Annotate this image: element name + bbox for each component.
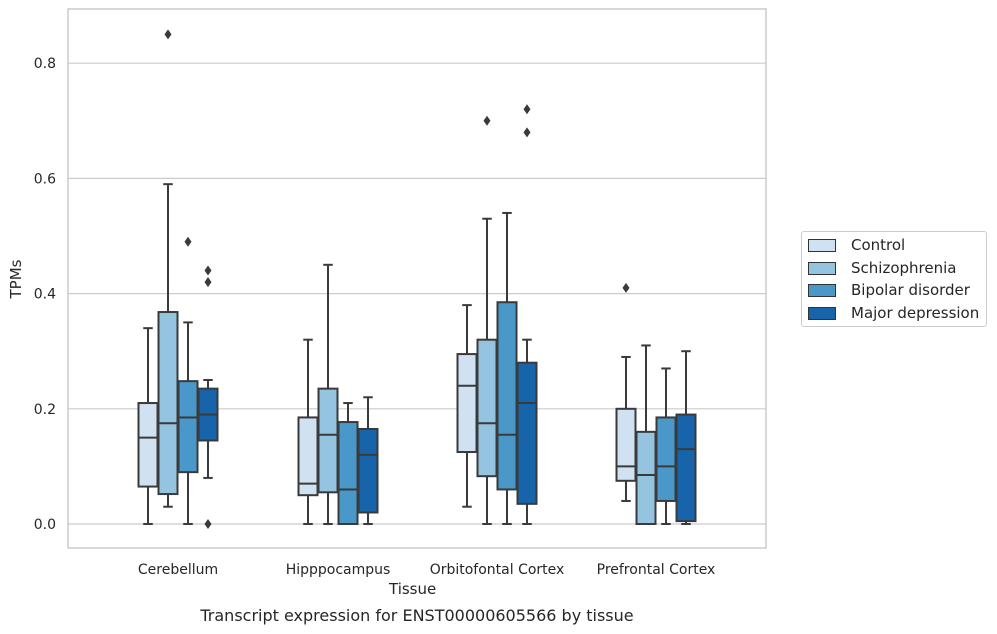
legend-item-major-depression: Major depression — [808, 303, 979, 323]
outlier-point — [523, 104, 531, 115]
iqr-box — [476, 338, 498, 478]
plot-frame — [67, 8, 767, 549]
box-bipolar-disorder-1 — [337, 402, 359, 526]
legend-label-control: Control — [851, 236, 906, 254]
legend-label-schizophrenia: Schizophrenia — [851, 259, 957, 277]
y-tick-label: 0.0 — [34, 517, 56, 533]
legend-item-schizophrenia: Schizophrenia — [808, 258, 956, 278]
iqr-box — [177, 380, 199, 474]
x-tick-label: Hipppocampus — [286, 562, 391, 578]
box-major-depression-3 — [675, 350, 697, 525]
box-bipolar-disorder-2 — [496, 211, 518, 525]
box-schizophrenia-1 — [317, 263, 339, 525]
outlier-point — [204, 277, 212, 288]
outlier-point — [622, 282, 630, 293]
box-bipolar-disorder-0 — [177, 236, 199, 525]
box-schizophrenia-2 — [476, 115, 498, 525]
outlier-point — [184, 236, 192, 247]
legend-swatch-schizophrenia — [808, 261, 836, 275]
legend: Control Schizophrenia Bipolar disorder M… — [801, 231, 987, 327]
legend-label-bipolar-disorder: Bipolar disorder — [851, 281, 970, 299]
iqr-box — [615, 407, 637, 482]
box-bipolar-disorder-3 — [655, 367, 677, 525]
chart-caption: Transcript expression for ENST0000060556… — [200, 606, 634, 625]
y-axis-label: TPMs — [7, 259, 25, 299]
box-major-depression-0 — [197, 265, 219, 529]
iqr-box — [137, 402, 159, 488]
box-control-1 — [297, 338, 319, 525]
x-axis-label: Tissue — [389, 580, 437, 598]
iqr-box — [337, 421, 359, 526]
legend-item-bipolar-disorder: Bipolar disorder — [808, 280, 970, 300]
iqr-box — [496, 301, 518, 491]
box-major-depression-2 — [516, 104, 538, 525]
box-plots — [137, 29, 697, 529]
y-tick-label: 0.8 — [34, 56, 56, 72]
outlier-point — [204, 265, 212, 276]
outlier-point — [164, 29, 172, 40]
legend-item-control: Control — [808, 235, 905, 255]
legend-label-major-depression: Major depression — [851, 304, 980, 322]
x-tick-label: Orbitofontal Cortex — [430, 562, 565, 578]
iqr-box — [357, 427, 379, 514]
box-control-3 — [615, 282, 637, 502]
outlier-point — [204, 519, 212, 529]
legend-swatch-bipolar-disorder — [808, 283, 836, 297]
iqr-box — [635, 430, 657, 525]
iqr-box — [456, 353, 478, 453]
iqr-box — [157, 311, 179, 496]
axes: 0.0 0.2 0.4 0.6 0.8 Cerebellum Hipppocampus Orb… — [34, 8, 767, 578]
iqr-box — [516, 361, 538, 505]
legend-swatch-control — [808, 238, 836, 252]
box-schizophrenia-0 — [157, 29, 179, 508]
y-tick-label: 0.2 — [34, 402, 56, 418]
box-schizophrenia-3 — [635, 344, 657, 525]
box-control-0 — [137, 327, 159, 525]
x-tick-label: Cerebellum — [138, 562, 218, 578]
y-tick-label: 0.4 — [34, 287, 56, 303]
x-tick-label: Prefrontal Cortex — [597, 562, 716, 578]
outlier-point — [483, 115, 491, 126]
y-tick-label: 0.6 — [34, 171, 56, 187]
iqr-box — [655, 416, 677, 502]
outlier-point — [523, 127, 531, 138]
box-control-2 — [456, 304, 478, 508]
iqr-box — [675, 413, 697, 523]
iqr-box — [317, 387, 339, 494]
legend-swatch-major-depression — [808, 306, 836, 320]
box-major-depression-1 — [357, 396, 379, 525]
